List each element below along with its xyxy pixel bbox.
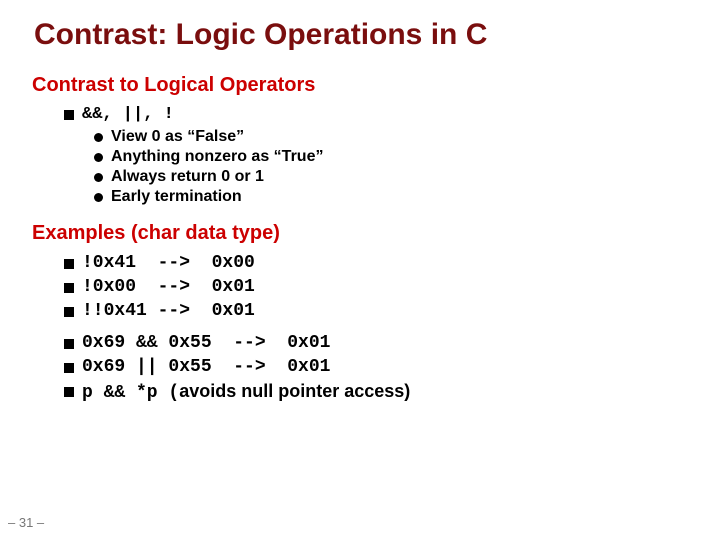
example-row-mixed: p && *p (avoids null pointer access): [64, 381, 688, 403]
page-number: – 31 –: [8, 515, 44, 530]
subbullet-text: Early termination: [111, 188, 242, 206]
example-mixed: p && *p (avoids null pointer access): [82, 381, 410, 403]
square-bullet-icon: [64, 339, 74, 349]
example-row: !0x00 --> 0x01: [64, 277, 688, 297]
subbullet-early: Early termination: [94, 188, 688, 206]
square-bullet-icon: [64, 363, 74, 373]
example-code: 0x69 && 0x55 --> 0x01: [82, 333, 330, 353]
subbullet-true: Anything nonzero as “True”: [94, 148, 688, 166]
section-heading-2: Examples (char data type): [32, 222, 688, 245]
example-row: !0x41 --> 0x00: [64, 253, 688, 273]
example-row: 0x69 && 0x55 --> 0x01: [64, 333, 688, 353]
dot-bullet-icon: [94, 153, 103, 162]
example-code: 0x69 || 0x55 --> 0x01: [82, 357, 330, 377]
example-note: avoids null pointer access): [179, 381, 410, 401]
dot-bullet-icon: [94, 173, 103, 182]
dot-bullet-icon: [94, 193, 103, 202]
square-bullet-icon: [64, 110, 74, 120]
slide-title: Contrast: Logic Operations in C: [34, 18, 688, 52]
dot-bullet-icon: [94, 133, 103, 142]
example-code: !0x00 --> 0x01: [82, 277, 255, 297]
example-code: !!0x41 --> 0x01: [82, 301, 255, 321]
bullet-operators: &&, ||, !: [64, 105, 688, 124]
square-bullet-icon: [64, 307, 74, 317]
slide: Contrast: Logic Operations in C Contrast…: [0, 0, 720, 540]
example-code-part: p && *p (: [82, 383, 179, 403]
example-row: !!0x41 --> 0x01: [64, 301, 688, 321]
operators-text: &&, ||, !: [82, 105, 174, 124]
example-code: !0x41 --> 0x00: [82, 253, 255, 273]
example-row: 0x69 || 0x55 --> 0x01: [64, 357, 688, 377]
section-heading-1: Contrast to Logical Operators: [32, 74, 688, 97]
subbullet-text: Anything nonzero as “True”: [111, 148, 323, 166]
subbullet-false: View 0 as “False”: [94, 128, 688, 146]
square-bullet-icon: [64, 259, 74, 269]
subbullet-return: Always return 0 or 1: [94, 168, 688, 186]
square-bullet-icon: [64, 283, 74, 293]
square-bullet-icon: [64, 387, 74, 397]
subbullet-text: Always return 0 or 1: [111, 168, 264, 186]
subbullet-text: View 0 as “False”: [111, 128, 244, 146]
